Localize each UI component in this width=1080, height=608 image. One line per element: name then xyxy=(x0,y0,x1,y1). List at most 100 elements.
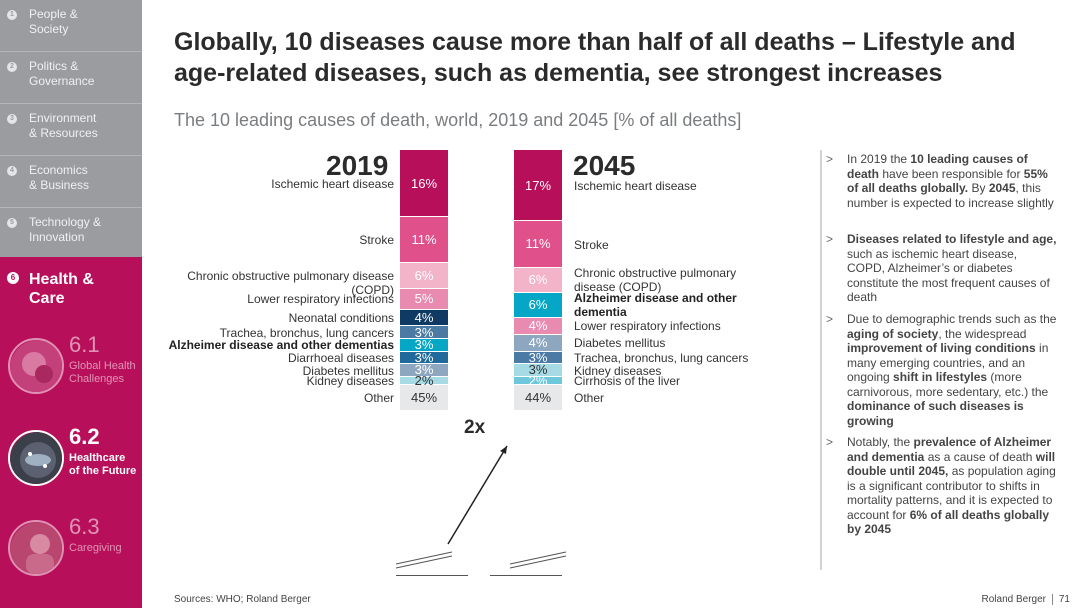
bar-segment-2019-neonatal-conditions: 4% xyxy=(400,309,448,326)
bar-segment-2045-trachea-bronchus-lung-cancers: 3% xyxy=(514,349,562,365)
caregiving-thumbnail xyxy=(8,520,64,576)
nav-number-badge: 4 xyxy=(7,166,17,176)
bar-segment-2019-stroke: 11% xyxy=(400,217,448,263)
bullet-marker: > xyxy=(826,152,834,166)
bar-segment-2045-cirrhosis-of-the-liver: 2% xyxy=(514,373,562,388)
segment-value-label: 11% xyxy=(411,232,437,248)
segment-value-label: 3% xyxy=(414,362,434,378)
subitem-number: 6.3 xyxy=(69,514,100,539)
category-label-2019-trachea-bronchus-lung-cancers: Trachea, bronchus, lung cancers xyxy=(219,325,394,340)
bar-segment-2045-stroke: 11% xyxy=(514,221,562,267)
bar-segment-2019-trachea-bronchus-lung-cancers: 3% xyxy=(400,324,448,340)
bar-segment-2019-alzheimer-disease-and-other-dementias: 3% xyxy=(400,337,448,353)
bar-segment-2019-ischemic-heart-disease: 16% xyxy=(400,150,448,217)
bar-segment-2019-diarrhoeal-diseases: 3% xyxy=(400,350,448,365)
sidebar-item-economics-business[interactable]: 4 Economics & Business xyxy=(0,156,142,208)
sidebar-item-people-society[interactable]: 1 People & Society xyxy=(0,0,142,52)
sidebar-item-label: Economics & Business xyxy=(29,163,90,192)
sidebar-section-list: 1 People & Society 2 Politics & Governan… xyxy=(0,0,142,257)
sidebar-item-label: Environment & Resources xyxy=(29,111,98,140)
sidebar-item-environment-resources[interactable]: 3 Environment & Resources xyxy=(0,104,142,156)
bar-segment-2019-lower-respiratory-infections: 5% xyxy=(400,288,448,309)
category-label-2019-diabetes-mellitus: Diabetes mellitus xyxy=(302,363,394,378)
baseline-2019 xyxy=(396,575,468,576)
bullet-marker: > xyxy=(826,232,834,246)
segment-value-label: 4% xyxy=(528,335,548,351)
category-label-2045-alzheimer-disease-and-other-dementia: Alzheimer disease and other dementia xyxy=(574,291,737,320)
segment-value-label: 3% xyxy=(414,324,434,340)
nav-number-badge: 3 xyxy=(7,114,17,124)
segment-value-label: 6% xyxy=(528,297,548,313)
bar-segment-2019-chronic-obstructive-pulmonary-disease-copd: 6% xyxy=(400,263,448,288)
segment-value-label: 2% xyxy=(528,373,548,388)
source-note: Sources: WHO; Roland Berger xyxy=(174,594,311,605)
bullet-marker: > xyxy=(826,312,834,326)
sidebar-subitem-caregiving[interactable]: 6.3 Caregiving xyxy=(0,512,142,596)
category-label-2019-other: Other xyxy=(363,391,394,406)
segment-value-label: 3% xyxy=(528,349,548,365)
category-label-2019-kidney-diseases: Kidney diseases xyxy=(306,374,394,388)
arrow-overlay xyxy=(395,445,567,569)
category-label-2045-diabetes-mellitus: Diabetes mellitus xyxy=(574,336,666,351)
segment-value-label: 17% xyxy=(524,177,552,193)
segment-value-label: 3% xyxy=(528,362,548,378)
global-health-thumbnail xyxy=(8,338,64,394)
category-label-2045-lower-respiratory-infections: Lower respiratory infections xyxy=(574,319,721,334)
doubling-annotation: 2x xyxy=(464,417,486,438)
takeaway-text: Due to demographic trends such as the ag… xyxy=(847,312,1057,428)
sidebar-active-label: Health & Care xyxy=(29,271,94,307)
category-label-2045-stroke: Stroke xyxy=(574,237,609,252)
segment-value-label: 11% xyxy=(525,236,551,252)
takeaway-note: > Due to demographic trends such as the a… xyxy=(826,312,1058,428)
sidebar-item-politics-governance[interactable]: 2 Politics & Governance xyxy=(0,52,142,104)
category-label-2019-chronic-obstructive-pulmonary-disease-copd: Chronic obstructive pulmonary disease (C… xyxy=(187,269,394,297)
segment-value-label: 45% xyxy=(410,390,438,406)
takeaway-text: In 2019 the 10 leading causes of death h… xyxy=(847,152,1054,210)
category-label-2019-neonatal-conditions: Neonatal conditions xyxy=(288,311,394,325)
bar-segment-2019-diabetes-mellitus: 3% xyxy=(400,362,448,378)
page-title: Globally, 10 diseases cause more than ha… xyxy=(174,28,1016,87)
takeaway-text: Notably, the prevalence of Alzheimer and… xyxy=(847,435,1056,536)
category-label-2045-chronic-obstructive-pulmonary-disease-copd: Chronic obstructive pulmonary disease (C… xyxy=(574,266,737,295)
sidebar-subitem-healthcare-future[interactable]: 6.2 Healthcare of the Future xyxy=(0,422,142,506)
axis-break-2019 xyxy=(395,551,453,569)
category-label-2045-trachea-bronchus-lung-cancers: Trachea, bronchus, lung cancers xyxy=(574,350,749,365)
subitem-label: Caregiving xyxy=(69,542,122,554)
bar-segment-2045-other: 44% xyxy=(514,385,562,411)
growth-arrow-head xyxy=(500,446,507,454)
category-label-2045-other: Other xyxy=(574,391,605,406)
nav-number-badge: 6 xyxy=(7,272,19,284)
segment-value-label: 4% xyxy=(528,318,548,334)
nav-number-badge: 5 xyxy=(7,218,17,228)
sidebar-item-label: Technology & Innovation xyxy=(29,215,102,244)
takeaway-note: > Diseases related to lifestyle and age, … xyxy=(826,232,1058,305)
bar-segment-2045-alzheimer-disease-and-other-dementia: 6% xyxy=(514,292,562,317)
axis-break-2045 xyxy=(509,551,567,569)
segment-value-label: 16% xyxy=(410,175,438,191)
segment-value-label: 2% xyxy=(414,373,434,388)
bar-segment-2045-chronic-obstructive-pulmonary-disease-copd: 6% xyxy=(514,267,562,292)
segment-value-label: 44% xyxy=(524,390,552,406)
bar-segment-2045-kidney-diseases: 3% xyxy=(514,362,562,378)
bar-segment-2019-kidney-diseases: 2% xyxy=(400,373,448,388)
takeaway-note: > In 2019 the 10 leading causes of death … xyxy=(826,152,1058,210)
sidebar-item-label: Politics & Governance xyxy=(29,59,95,88)
subitem-number: 6.1 xyxy=(69,332,100,357)
category-label-2019-alzheimer-disease-and-other-dementias: Alzheimer disease and other dementias xyxy=(168,338,394,353)
sidebar-item-technology-innovation[interactable]: 5 Technology & Innovation xyxy=(0,208,142,260)
segment-value-label: 3% xyxy=(414,337,434,353)
growth-arrow xyxy=(447,445,508,545)
bar-segment-2045-lower-respiratory-infections: 4% xyxy=(514,318,562,334)
sidebar-subitem-global-health[interactable]: 6.1 Global Health Challenges xyxy=(0,330,142,414)
subitem-label: Global Health Challenges xyxy=(69,360,136,385)
page-number: 71 xyxy=(1051,594,1070,605)
bar-segment-2019-other: 45% xyxy=(400,385,448,411)
category-label-2045-kidney-diseases: Kidney diseases xyxy=(574,363,662,378)
segment-value-label: 5% xyxy=(414,291,434,307)
nav-number-badge: 2 xyxy=(7,62,17,72)
category-label-2019-diarrhoeal-diseases: Diarrhoeal diseases xyxy=(287,350,394,365)
bullet-marker: > xyxy=(826,435,834,449)
nav-number-badge: 1 xyxy=(7,10,17,20)
bar-segment-2045-ischemic-heart-disease: 17% xyxy=(514,150,562,221)
category-label-2019-stroke: Stroke xyxy=(359,233,394,248)
